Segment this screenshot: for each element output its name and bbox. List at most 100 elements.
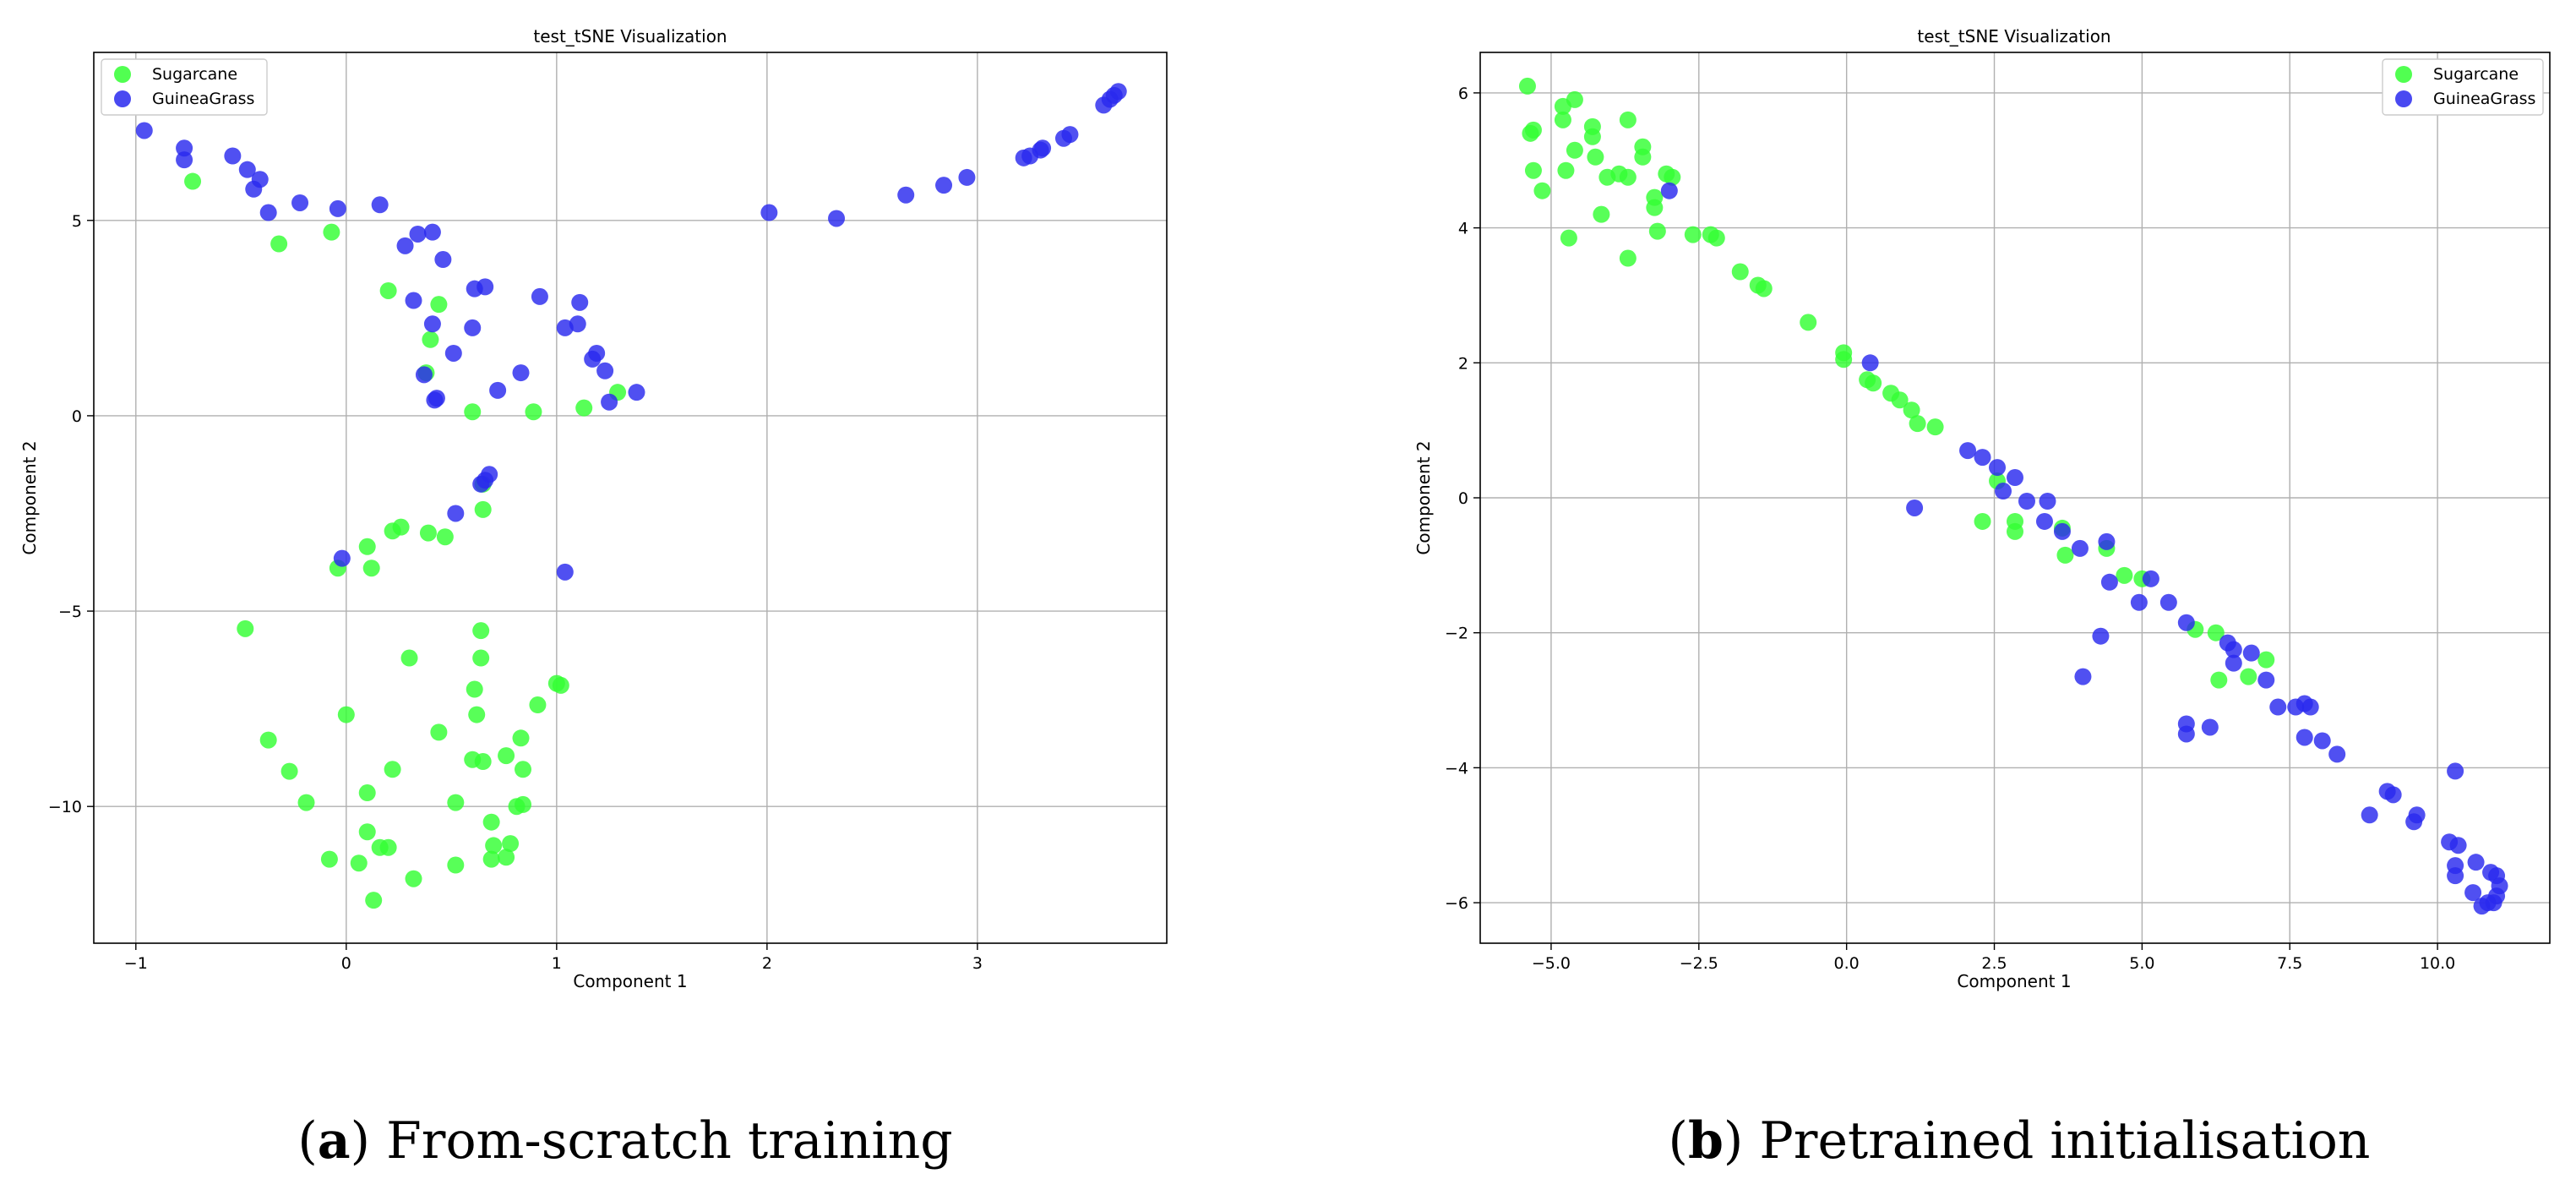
x-tick-label-b: −5.0 bbox=[1532, 954, 1571, 973]
data-point-guineagrass bbox=[251, 171, 269, 188]
data-point-sugarcane bbox=[365, 892, 383, 909]
data-point-sugarcane bbox=[472, 622, 490, 640]
data-point-sugarcane bbox=[464, 403, 482, 421]
data-point-sugarcane bbox=[482, 850, 500, 868]
legend-marker-guineagrass-b bbox=[2395, 90, 2412, 107]
legend-box-a bbox=[101, 58, 268, 116]
data-point-guineagrass bbox=[2142, 570, 2159, 587]
chart-title-b: test_tSNE Visualization bbox=[1917, 26, 2110, 46]
data-point-sugarcane bbox=[337, 706, 355, 723]
data-point-guineagrass bbox=[238, 161, 256, 178]
data-point-guineagrass bbox=[224, 147, 242, 165]
data-point-sugarcane bbox=[358, 538, 376, 555]
data-point-sugarcane bbox=[472, 649, 490, 667]
data-point-sugarcane bbox=[515, 795, 531, 813]
plot-frame-a bbox=[93, 52, 1168, 944]
y-tick-label-b: −2 bbox=[1445, 625, 1468, 643]
data-point-guineagrass bbox=[2098, 532, 2116, 550]
data-point-sugarcane bbox=[447, 794, 465, 811]
data-point-sugarcane bbox=[525, 403, 542, 421]
data-point-guineagrass bbox=[2328, 745, 2346, 763]
data-point-guineagrass bbox=[2257, 671, 2275, 689]
data-point-sugarcane bbox=[466, 680, 483, 698]
data-point-sugarcane bbox=[1684, 226, 1702, 243]
data-point-sugarcane bbox=[1524, 161, 1542, 179]
data-point-sugarcane bbox=[1533, 182, 1551, 199]
data-point-guineagrass bbox=[571, 293, 589, 311]
scatter-panel-a: test_tSNE Visualization −1 0 1 2 350−5−10 Co… bbox=[19, 26, 1168, 991]
data-point-guineagrass bbox=[329, 199, 346, 217]
data-point-guineagrass bbox=[1974, 449, 1991, 467]
data-point-sugarcane bbox=[2207, 624, 2225, 641]
data-point-guineagrass bbox=[531, 287, 548, 305]
data-point-sugarcane bbox=[430, 723, 448, 741]
data-point-guineagrass bbox=[423, 223, 441, 241]
data-point-sugarcane bbox=[323, 223, 340, 241]
data-point-sugarcane bbox=[320, 850, 338, 868]
data-point-guineagrass bbox=[1032, 141, 1049, 159]
caption-a: (a) From-scratch training bbox=[297, 1111, 952, 1171]
data-point-guineagrass bbox=[2361, 806, 2378, 824]
data-point-sugarcane bbox=[400, 649, 418, 667]
data-point-guineagrass bbox=[2100, 573, 2118, 591]
data-point-guineagrass bbox=[596, 362, 614, 379]
data-point-guineagrass bbox=[601, 393, 618, 411]
y-tick-label-b: 4 bbox=[1458, 220, 1468, 238]
legend-marker-guineagrass-a bbox=[114, 90, 131, 107]
y-tick-label-a: 5 bbox=[72, 212, 82, 231]
y-tick-label-b: −6 bbox=[1445, 894, 1468, 913]
data-point-sugarcane bbox=[1835, 351, 1853, 368]
data-point-guineagrass bbox=[489, 381, 507, 399]
y-tick-label-b: 6 bbox=[1458, 85, 1468, 103]
data-point-guineagrass bbox=[2447, 762, 2464, 780]
data-point-sugarcane bbox=[430, 296, 448, 314]
data-point-guineagrass bbox=[2159, 593, 2177, 611]
data-point-guineagrass bbox=[2301, 698, 2319, 716]
data-point-sugarcane bbox=[270, 235, 288, 253]
data-point-guineagrass bbox=[2071, 539, 2089, 557]
data-point-guineagrass bbox=[2447, 867, 2464, 885]
x-tick-label-a: 3 bbox=[972, 954, 983, 973]
data-point-sugarcane bbox=[1648, 222, 1666, 240]
data-point-sugarcane bbox=[297, 794, 315, 811]
data-point-sugarcane bbox=[498, 849, 515, 866]
data-point-guineagrass bbox=[2225, 641, 2242, 658]
data-point-sugarcane bbox=[1800, 314, 1817, 331]
data-point-sugarcane bbox=[1755, 280, 1773, 298]
data-point-guineagrass bbox=[1959, 442, 1977, 460]
data-point-guineagrass bbox=[405, 292, 422, 309]
data-point-guineagrass bbox=[1989, 459, 2007, 477]
data-point-sugarcane bbox=[512, 729, 530, 747]
x-tick-label-b: 10.0 bbox=[2420, 954, 2455, 973]
data-point-guineagrass bbox=[2313, 732, 2331, 750]
data-point-sugarcane bbox=[1865, 374, 1882, 392]
data-point-sugarcane bbox=[362, 560, 380, 577]
data-point-sugarcane bbox=[1646, 199, 1664, 216]
legend-box-b bbox=[2382, 58, 2544, 116]
x-axis-label-a: Component 1 bbox=[573, 971, 687, 991]
data-point-guineagrass bbox=[2449, 837, 2467, 854]
data-point-guineagrass bbox=[512, 364, 530, 382]
legend-label-sugarcane-a: Sugarcane bbox=[152, 65, 237, 84]
y-tick-label-b: 2 bbox=[1458, 354, 1468, 373]
data-point-guineagrass bbox=[2296, 729, 2313, 746]
y-tick-label-b: −4 bbox=[1445, 759, 1468, 778]
data-point-guineagrass bbox=[760, 204, 778, 221]
data-point-sugarcane bbox=[1557, 161, 1575, 179]
data-point-sugarcane bbox=[1522, 124, 1539, 142]
data-point-guineagrass bbox=[897, 186, 915, 204]
data-point-sugarcane bbox=[405, 870, 422, 887]
data-point-sugarcane bbox=[384, 761, 401, 778]
data-point-sugarcane bbox=[379, 281, 397, 299]
data-point-guineagrass bbox=[135, 122, 153, 139]
data-point-guineagrass bbox=[2485, 894, 2502, 912]
data-point-guineagrass bbox=[2092, 627, 2110, 645]
legend-a: Sugarcane GuineaGrass bbox=[101, 58, 268, 116]
y-axis-label-b: Component 2 bbox=[1413, 440, 1434, 554]
y-tick-label-a: −10 bbox=[48, 798, 82, 816]
data-point-guineagrass bbox=[259, 204, 277, 221]
chart-title-a: test_tSNE Visualization bbox=[533, 26, 727, 46]
data-point-guineagrass bbox=[2053, 522, 2071, 540]
data-point-guineagrass bbox=[1061, 126, 1079, 144]
